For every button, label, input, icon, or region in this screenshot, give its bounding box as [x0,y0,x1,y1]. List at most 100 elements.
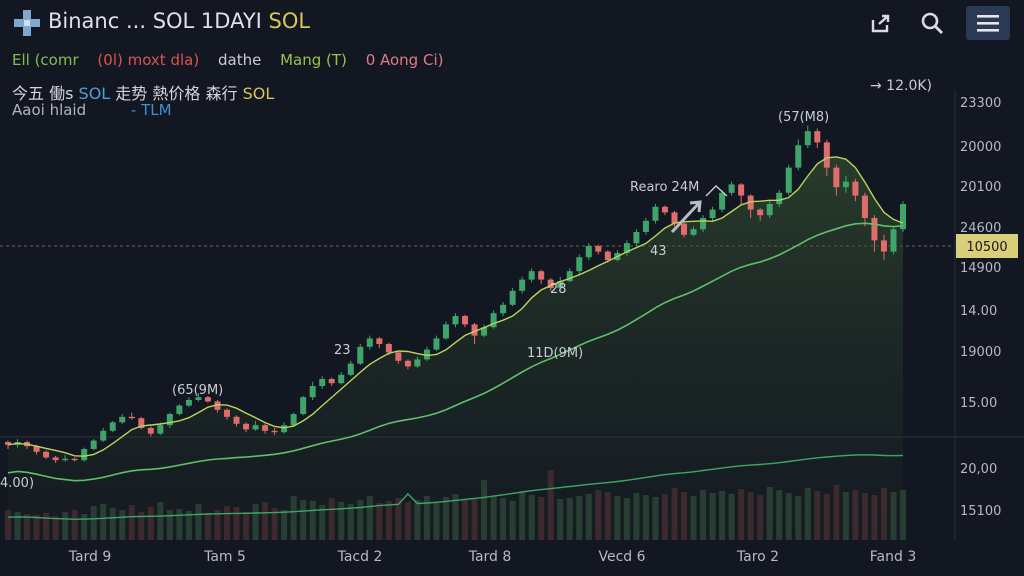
volume-bar [661,494,668,540]
volume-bar [281,510,288,540]
volume-bar [62,512,69,540]
candle [747,194,754,218]
info-left: Aaoi hlaid [12,101,87,119]
annotation-label: 28 [550,282,567,297]
volume-bar [262,502,269,540]
volume-bar [766,487,773,540]
volume-bar [328,498,335,540]
current-price-box [956,234,1018,258]
volume-bar [576,496,583,540]
y-tick-label: 15.00 [960,396,997,411]
volume-bar [195,504,202,540]
volume-bar [747,492,754,540]
y-tick-label: 14.00 [960,304,997,319]
candle [861,192,868,227]
volume-bar [509,501,516,540]
candle [43,450,50,459]
candle [804,125,811,148]
candle [500,302,507,316]
candle [576,254,583,274]
volume-bar [500,498,507,540]
annotation-label: 4.00) [0,476,34,491]
top-bar: Binanc ... SOL 1DAYI SOL [0,0,1024,46]
volume-bar [795,496,802,540]
volume-bar [823,494,830,540]
search-button[interactable] [915,6,949,40]
volume-bar [842,492,849,540]
symbol-label: SOL [268,9,311,33]
candle [738,183,745,204]
volume-bar [671,488,678,540]
candle [433,335,440,351]
volume-bar [309,501,316,540]
volume-bar [442,497,449,540]
volume-bar [366,496,373,540]
volume-bar [595,490,602,540]
indicator-label[interactable]: Mang (T) [280,51,347,69]
title-ellipsis: ... [125,9,146,33]
candle [357,344,364,365]
candle [633,229,640,246]
candle [623,240,630,256]
volume-bar [547,470,554,540]
current-price-label: 10500 [966,240,1007,255]
volume-bar [138,512,145,540]
candle [204,395,211,403]
volume-bar [376,503,383,540]
candle [185,397,192,407]
indicator-label[interactable]: (0l) moxt dla) [97,51,200,69]
volume-bar [804,488,811,540]
arrow-icon [670,200,702,234]
volume-bar [462,500,469,540]
volume-bar [452,494,459,540]
info-line: 今五 働s SOL 走势 熱价格 森行 SOL [12,80,274,104]
annotation-label: Rearo 24M [630,180,699,195]
volume-bar [690,496,697,540]
volume-bar [176,509,183,540]
volume-bar [681,492,688,540]
volume-bar [490,496,497,540]
candle [309,381,316,400]
candle [852,178,859,202]
candle [128,412,135,420]
volume-bar [271,508,278,540]
volume-bar [404,502,411,540]
candle [328,377,335,386]
binance-logo-icon[interactable] [14,10,40,36]
candle [661,205,668,216]
candle [585,243,592,260]
volume-bar [5,510,11,540]
share-button[interactable] [864,6,898,40]
candle [719,190,726,213]
candle [90,439,97,451]
menu-icon [977,15,999,32]
candle [681,222,688,238]
volume-bar [785,493,792,540]
candle [557,276,564,290]
menu-button[interactable] [966,6,1010,40]
annotation-label: (65(9M) [172,383,223,398]
volume-bar [614,496,621,540]
candle [642,218,649,235]
volume-bar [414,500,421,540]
annotation-peak: (57(M8) [778,110,829,125]
indicator-label[interactable]: 0 Aong Ci) [365,51,444,69]
share-icon [871,14,890,33]
candle [490,310,497,329]
y-tick-label: 19000 [960,345,1001,360]
chart-title: Binanc ... SOL 1DAYI SOL [48,9,310,33]
candle [566,268,573,283]
candle [81,447,88,462]
volume-bar [861,493,868,540]
volume-bar [24,514,31,540]
candle [138,416,145,430]
volume-bar [566,498,573,540]
candle [414,356,421,368]
indicator-label[interactable]: Ell (comr [12,51,79,69]
y-tick-label: 23300 [960,96,1001,111]
y-tick-label: 15100 [960,504,1001,519]
volume-bar [81,514,88,540]
volume-bar [423,496,430,540]
indicator-label[interactable]: dathe [217,51,262,69]
